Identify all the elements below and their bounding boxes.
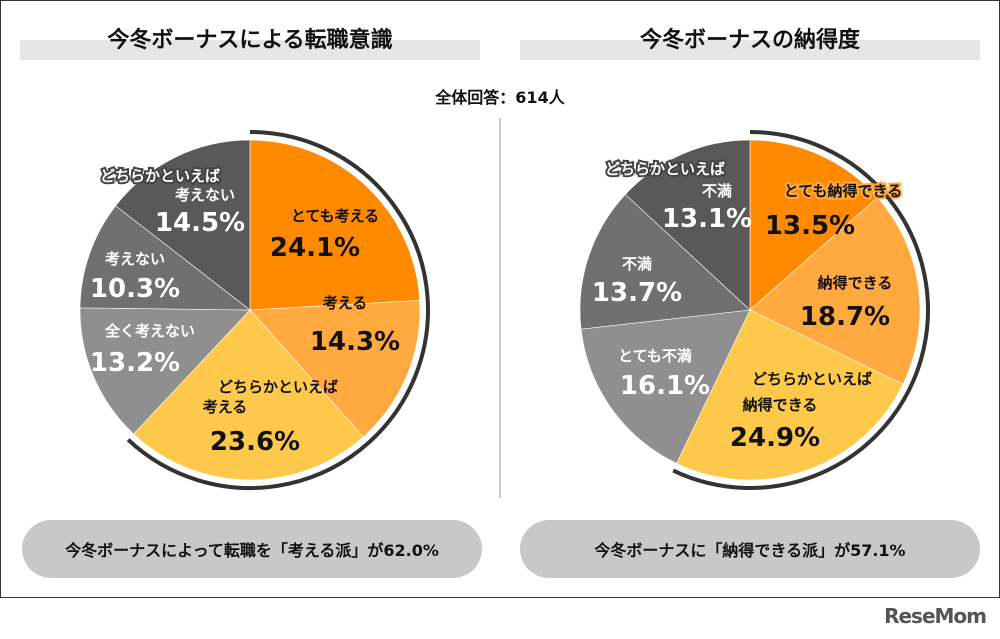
slice-value: 13.5% [765,211,855,241]
pie-left [79,130,430,490]
pie-slice [249,139,421,311]
slice-value: 18.7% [800,302,890,332]
resemom-logo: ReseMom [884,604,987,628]
slice-label: とても不満 [618,347,692,365]
slice-value: 14.3% [310,327,400,357]
slice-value: 13.1% [662,204,752,234]
slice-label: 納得できる [743,396,818,414]
pie-right [579,130,930,490]
pie-slice [79,307,251,435]
slice-label: 不満 [702,182,732,200]
highlight-arc [126,130,430,490]
pie-slice [624,139,751,311]
slice-label: どちらかといえば [100,167,220,185]
slice-value: 23.6% [210,427,300,457]
pie-slice [676,309,904,481]
slice-label: どちらかといえば [218,378,338,396]
pie-slice [79,205,251,311]
pie-slice [579,193,751,330]
slice-value: 13.2% [90,348,180,378]
pie-slice [133,309,364,481]
pie-slice [749,197,921,385]
slice-label: 考える [323,294,368,312]
pie-slice [749,139,878,311]
slice-label: 不満 [622,255,652,273]
chart-title-left: 今冬ボーナスによる転職意識 [107,28,393,53]
slice-value: 24.9% [730,423,820,453]
slice-label: とても考える [291,207,379,225]
slice-label: 納得できる [818,274,893,292]
title-bar-right [520,40,980,60]
slice-value: 14.5% [155,208,245,238]
slice-label: 考えない [105,250,165,268]
slice-label: 考えない [175,186,235,204]
summary-left: 今冬ボーナスによって転職を「考える派」が62.0% [22,520,482,578]
pie-slice [115,139,251,311]
labels-right: とても納得できる 13.5% 納得できる 18.7% どちらかといえば 納得でき… [592,158,904,453]
slice-label: 考える [203,398,248,416]
slice-value: 10.3% [90,274,180,304]
title-bar-left [20,40,480,60]
slice-label: どちらかといえば [605,160,725,178]
highlight-arc [672,130,930,490]
slice-value: 13.7% [592,278,682,308]
summary-right: 今冬ボーナスに「納得できる派」が57.1% [520,520,980,578]
chart-title-right: 今冬ボーナスの納得度 [639,28,860,53]
slice-value: 24.1% [270,233,360,263]
labels-left: とても考える 24.1% 考える 14.3% どちらかといえば 考える 23.6… [90,165,400,457]
slice-label: どちらかといえば [752,370,872,388]
pie-slice [249,300,421,438]
divider [499,118,501,498]
pie-slice [580,309,751,464]
total-respondents: 全体回答：614人 [435,88,565,107]
slice-value: 16.1% [620,371,710,401]
slice-label: 全く考えない [104,322,195,340]
slice-label: とても納得できる [784,182,903,200]
